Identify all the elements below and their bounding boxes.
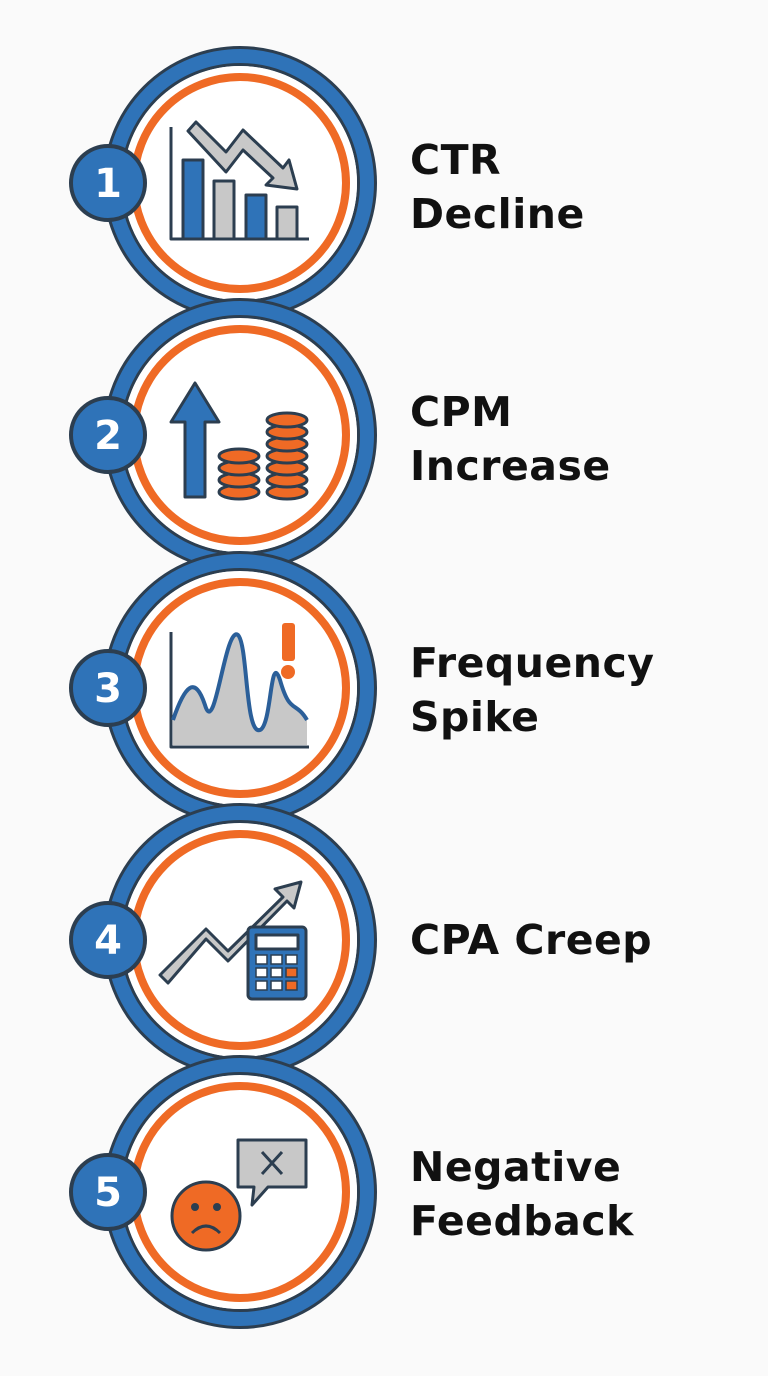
step-2-title-line: CPM	[410, 388, 513, 436]
rising-arrow-calculator-icon	[158, 880, 308, 1001]
calculator-key	[285, 954, 298, 965]
step-2-title: CPM Increase	[410, 385, 611, 493]
step-5-title: Negative Feedback	[410, 1140, 634, 1248]
step-1-title: CTR Decline	[410, 133, 585, 241]
coin	[217, 447, 261, 465]
bar	[275, 205, 299, 241]
calculator-key	[285, 967, 298, 978]
badge-number: 1	[94, 161, 122, 207]
step-5-badge: 5	[69, 1153, 147, 1231]
step-1-circle	[103, 46, 377, 320]
up-arrow	[169, 381, 221, 499]
rising-arrow	[158, 880, 303, 985]
badge-number: 5	[94, 1170, 122, 1216]
spiking-wave-exclamation-icon	[169, 623, 309, 749]
speech-bubble	[236, 1138, 308, 1207]
calculator-key	[270, 954, 283, 965]
badge-number: 2	[94, 413, 122, 459]
calculator-key	[270, 980, 283, 991]
badge-circle	[69, 1153, 147, 1231]
inner-ring	[130, 325, 350, 545]
bar	[244, 193, 268, 241]
bar	[181, 158, 205, 241]
step-4-badge: 4	[69, 901, 147, 979]
calculator-key	[255, 980, 268, 991]
exclamation-bar	[282, 623, 295, 661]
step-2-title-line: Increase	[410, 442, 611, 490]
coin	[265, 411, 309, 429]
step-4-title: CPA Creep	[410, 913, 652, 967]
calculator-screen	[254, 933, 300, 951]
badge-circle	[69, 649, 147, 727]
badge-circle	[69, 901, 147, 979]
step-5-title-line: Feedback	[410, 1197, 634, 1245]
step-2-badge: 2	[69, 396, 147, 474]
decline-arrow	[186, 120, 299, 191]
step-1-title-line: CTR	[410, 136, 502, 184]
eye	[191, 1203, 199, 1211]
exclamation-dot	[281, 665, 295, 679]
up-arrow-coin-stacks-icon	[169, 381, 309, 501]
step-5-circle	[103, 1055, 377, 1329]
bar	[212, 179, 236, 241]
step-4-title-line: CPA Creep	[410, 916, 653, 964]
step-3-title-line: Frequency	[410, 639, 655, 687]
bar-chart-declining-arrow-icon	[169, 120, 309, 241]
calculator-key	[285, 980, 298, 991]
step-2-circle	[103, 298, 377, 572]
chart-axes	[169, 632, 309, 749]
x-mark	[260, 1150, 284, 1176]
calculator-key	[255, 954, 268, 965]
badge-number: 3	[94, 666, 122, 712]
calculator-key	[270, 967, 283, 978]
step-1-title-line: Decline	[410, 190, 585, 238]
spike-area	[173, 634, 307, 745]
calculator-key	[255, 967, 268, 978]
step-3-title: Frequency Spike	[410, 636, 654, 744]
spike-line	[171, 632, 309, 732]
step-3-title-line: Spike	[410, 693, 540, 741]
badge-number: 4	[94, 918, 122, 964]
step-3-badge: 3	[69, 649, 147, 727]
frown	[190, 1224, 222, 1235]
sad-face-speech-bubble-x-icon	[170, 1138, 308, 1252]
step-1-badge: 1	[69, 144, 147, 222]
badge-circle	[69, 396, 147, 474]
inner-ring	[130, 1082, 350, 1302]
eye	[213, 1203, 221, 1211]
step-5-title-line: Negative	[410, 1143, 622, 1191]
sad-face	[170, 1180, 242, 1252]
inner-ring	[130, 73, 350, 293]
badge-circle	[69, 144, 147, 222]
